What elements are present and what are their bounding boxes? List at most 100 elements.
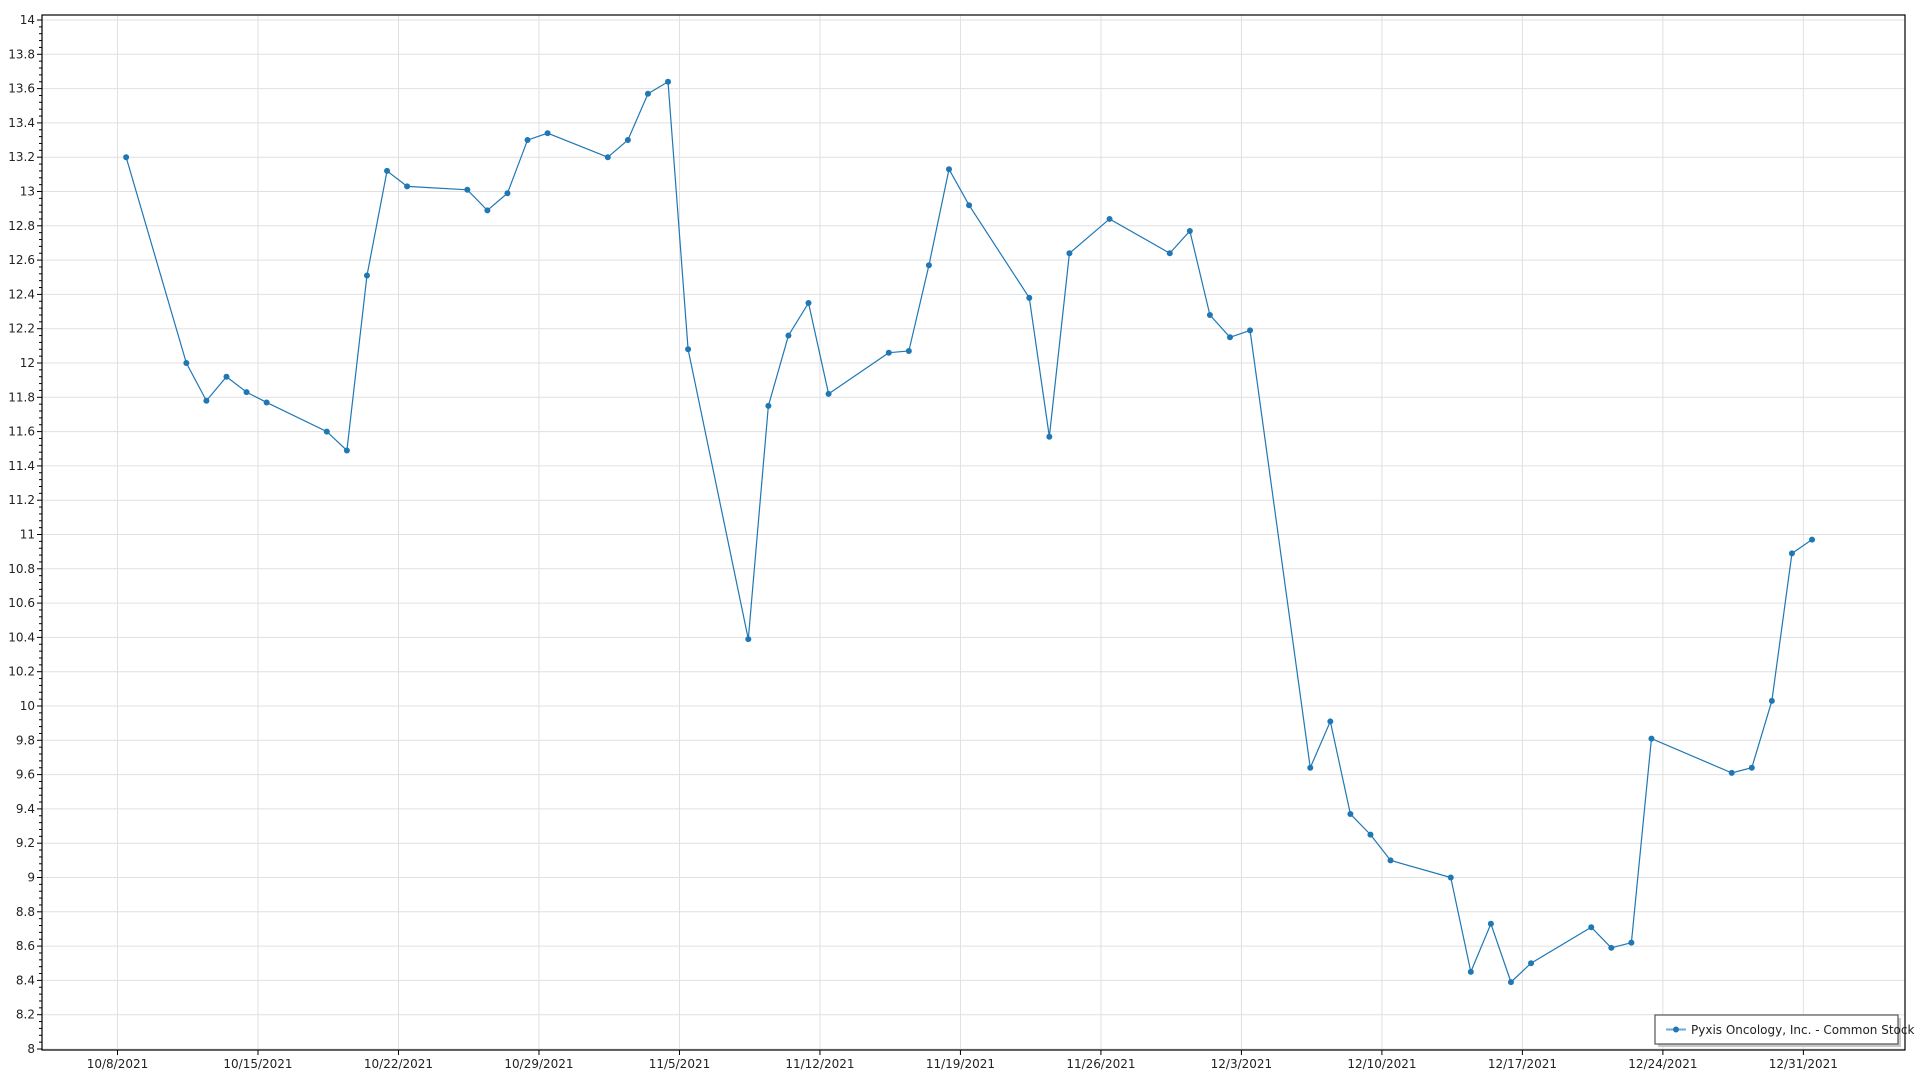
y-tick-label: 8.6 <box>16 939 35 953</box>
data-point <box>1788 550 1795 557</box>
y-tick-label: 11.4 <box>8 459 35 473</box>
y-tick-label: 11.2 <box>8 493 35 507</box>
y-tick-label: 13 <box>20 185 35 199</box>
x-tick-label: 10/22/2021 <box>364 1057 433 1071</box>
data-point <box>263 399 270 406</box>
data-point <box>1748 764 1755 771</box>
data-point <box>1387 857 1394 864</box>
data-point <box>123 154 130 161</box>
data-point <box>1206 311 1213 318</box>
data-point <box>765 402 772 409</box>
x-tick-label: 12/10/2021 <box>1347 1057 1416 1071</box>
data-point <box>1809 536 1816 543</box>
data-point <box>1367 831 1374 838</box>
y-tick-label: 13.6 <box>8 82 35 96</box>
x-axis: 10/8/2021 10/15/2021 10/22/2021 10/29/2021 1… <box>87 1050 1838 1071</box>
y-tick-label: 9.6 <box>16 768 35 782</box>
plot-frame <box>41 14 1906 1051</box>
series-layer <box>123 78 1816 986</box>
data-point <box>1447 874 1454 881</box>
data-point <box>1186 227 1193 234</box>
legend: Pyxis Oncology, Inc. - Common Stock <box>1654 1014 1914 1047</box>
x-tick-label: 10/29/2021 <box>504 1057 573 1071</box>
data-point <box>544 130 551 137</box>
data-point <box>885 349 892 356</box>
data-point <box>1347 811 1354 818</box>
data-point <box>404 183 411 190</box>
y-tick-label: 13.2 <box>8 150 35 164</box>
data-point <box>1327 718 1334 725</box>
data-point <box>805 299 812 306</box>
data-point <box>1166 250 1173 257</box>
x-tick-label: 11/19/2021 <box>926 1057 995 1071</box>
y-tick-label: 9 <box>27 871 35 885</box>
data-point <box>384 167 391 174</box>
x-tick-label: 10/8/2021 <box>87 1057 149 1071</box>
data-point <box>1628 939 1635 946</box>
y-tick-label: 10.8 <box>8 562 35 576</box>
x-tick-label: 10/15/2021 <box>223 1057 292 1071</box>
x-tick-label: 12/24/2021 <box>1628 1057 1697 1071</box>
y-tick-label: 10.2 <box>8 665 35 679</box>
y-tick-label: 9.8 <box>16 733 35 747</box>
y-tick-label: 14 <box>20 13 35 27</box>
data-point <box>464 186 471 193</box>
y-tick-label: 11.6 <box>8 425 35 439</box>
data-point <box>484 207 491 214</box>
x-tick-label: 12/3/2021 <box>1211 1057 1273 1071</box>
data-point <box>1768 697 1775 704</box>
data-point <box>323 428 330 435</box>
data-point <box>1226 334 1233 341</box>
data-point <box>183 360 190 366</box>
data-point <box>363 272 370 279</box>
y-tick-label: 13.4 <box>8 116 35 130</box>
data-point <box>1728 769 1735 776</box>
y-tick-label: 8.4 <box>16 973 35 987</box>
y-tick-label: 12 <box>20 356 35 370</box>
x-tick-label: 11/26/2021 <box>1066 1057 1135 1071</box>
data-point <box>925 262 932 269</box>
legend-marker-icon <box>1673 1026 1679 1033</box>
y-tick-label: 9.4 <box>16 802 35 816</box>
data-point <box>1247 327 1254 334</box>
x-tick-label: 11/5/2021 <box>649 1057 711 1071</box>
data-point <box>665 78 672 85</box>
data-point <box>343 447 350 454</box>
data-point <box>1528 960 1535 967</box>
y-tick-label: 10.4 <box>8 630 35 644</box>
legend-label: Pyxis Oncology, Inc. - Common Stock <box>1691 1023 1914 1037</box>
data-point <box>785 332 792 339</box>
data-point <box>243 389 250 396</box>
data-point <box>644 90 651 97</box>
x-tick-label: 12/31/2021 <box>1769 1057 1838 1071</box>
data-point <box>1106 215 1113 222</box>
y-axis: 8 8.2 8.4 8.6 8.8 9 9.2 9.4 9.6 9.8 10 10.2 10.4 10.6… <box>8 13 42 1056</box>
data-point <box>604 154 611 161</box>
data-point <box>946 166 953 173</box>
data-point <box>1467 968 1474 975</box>
y-tick-label: 12.4 <box>8 287 35 301</box>
y-tick-label: 10.6 <box>8 596 35 610</box>
data-point <box>203 397 210 404</box>
x-tick-label: 12/17/2021 <box>1488 1057 1557 1071</box>
y-tick-label: 8 <box>27 1042 35 1056</box>
y-tick-label: 8.2 <box>16 1008 35 1022</box>
data-point <box>966 202 973 209</box>
data-point <box>1608 944 1615 951</box>
data-point <box>825 390 832 397</box>
y-tick-label: 9.2 <box>16 836 35 850</box>
y-tick-label: 11 <box>20 528 35 542</box>
y-tick-label: 12.8 <box>8 219 35 233</box>
y-tick-label: 12.2 <box>8 322 35 336</box>
y-tick-label: 8.8 <box>16 905 35 919</box>
legend-box <box>1654 1014 1899 1045</box>
data-point <box>685 346 692 353</box>
data-point <box>905 347 912 354</box>
data-point <box>524 137 531 144</box>
data-point <box>1307 764 1314 771</box>
y-tick-label: 13.8 <box>8 47 35 61</box>
data-point <box>504 190 511 197</box>
data-point <box>1026 294 1033 301</box>
data-point <box>1648 735 1655 742</box>
